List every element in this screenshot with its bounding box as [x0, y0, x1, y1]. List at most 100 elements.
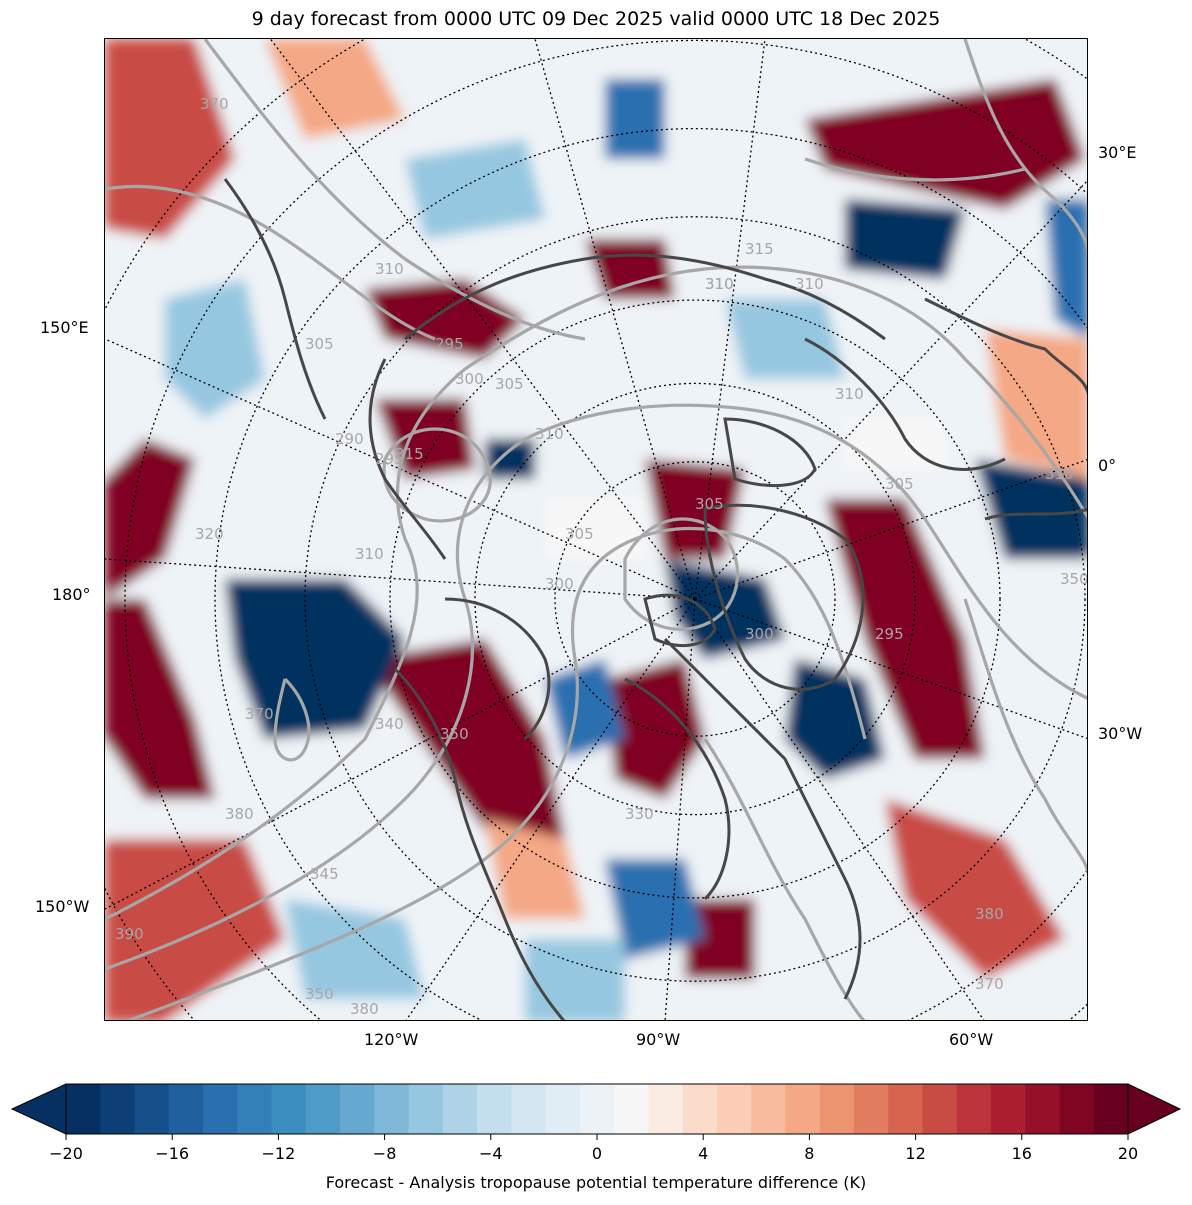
field-anomaly [605, 859, 705, 959]
latitude-circle [554, 461, 836, 737]
contour-label: 370 [200, 95, 229, 113]
colorbar-tick-label: −16 [155, 1144, 190, 1163]
coastlines [223, 178, 1087, 1020]
colorbar-segment [1025, 1084, 1061, 1134]
contour-label: 310 [795, 275, 824, 293]
graticule [105, 39, 1087, 1020]
coastline [393, 667, 566, 1020]
colorbar-segment [408, 1084, 444, 1134]
lon-label-60w: 60°W [949, 1030, 994, 1049]
theta-contour [623, 517, 740, 631]
contour-label: 290 [335, 430, 364, 448]
colorbar-segment [134, 1084, 170, 1134]
field-anomaly [985, 329, 1087, 479]
contour-label: 305 [495, 375, 524, 393]
lon-label-150e: 150°E [40, 318, 89, 337]
colorbar-segment [682, 1084, 718, 1134]
colorbar-segment [579, 1084, 615, 1134]
field-anomaly [685, 899, 755, 979]
colorbar-segment [545, 1084, 581, 1134]
field-anomaly [485, 439, 535, 479]
contour-label: 295 [435, 335, 464, 353]
contour-label: 320 [195, 525, 224, 543]
meridian-line [694, 39, 766, 600]
field-anomaly [845, 199, 965, 279]
colorbar-segment [922, 1084, 958, 1134]
meridian-line [105, 558, 696, 600]
colorbar-tick-label: 8 [804, 1144, 815, 1163]
theta-contour [273, 677, 311, 762]
contour-label: 310 [705, 275, 734, 293]
map-panel[interactable]: 370 310 315 310 310 305 295 290 295 300 305 315 310 3… [104, 38, 1088, 1021]
meridian-line [664, 598, 696, 1020]
coastline [804, 337, 1006, 471]
contour-label: 370 [975, 975, 1004, 993]
field-anomaly [165, 279, 265, 419]
contour-label: 305 [565, 525, 594, 543]
colorbar-segment [168, 1084, 204, 1134]
contour-label: 305 [695, 495, 724, 513]
colorbar-tick-label: −12 [261, 1144, 296, 1163]
field-anomaly [225, 579, 405, 739]
colorbar-segment [1093, 1084, 1129, 1134]
theta-contours [105, 39, 1087, 1020]
colorbar-segment [100, 1084, 136, 1134]
field-anomaly [375, 399, 475, 479]
meridian-line [694, 598, 985, 1020]
contour-label: 350 [305, 985, 334, 1003]
coastline [663, 637, 862, 1000]
colorbar-tick-label: 20 [1117, 1144, 1139, 1163]
coastline [444, 597, 551, 741]
theta-contour [105, 403, 1087, 971]
colorbar [10, 1083, 1182, 1140]
field-anomaly [405, 139, 545, 239]
meridian-line [534, 39, 696, 600]
contour-label: 350 [440, 725, 469, 743]
field-anomaly [1045, 199, 1087, 338]
contour-label: 380 [350, 1000, 379, 1018]
colorbar-tick-label: −4 [479, 1144, 503, 1163]
contour-label: 315 [745, 240, 774, 258]
colorbar-segment [66, 1084, 101, 1134]
colorbar-segment [648, 1084, 684, 1134]
colorbar-segment [819, 1084, 855, 1134]
chart-title: 9 day forecast from 0000 UTC 09 Dec 2025… [251, 8, 941, 30]
lon-label-30e: 30°E [1098, 143, 1137, 162]
difference-field [105, 39, 1087, 1020]
contour-label: 300 [455, 370, 484, 388]
contour-label: 310 [355, 545, 384, 563]
field-anomaly [105, 839, 285, 1020]
theta-contour [963, 39, 1087, 254]
contour-label: 310 [375, 260, 404, 278]
colorbar-segment [442, 1084, 478, 1134]
contour-label: 295 [875, 625, 904, 643]
contour-label: 300 [745, 625, 774, 643]
lon-label-90w: 90°W [636, 1030, 681, 1049]
field-anomaly [265, 39, 405, 139]
colorbar-segment [716, 1084, 752, 1134]
theta-contour [203, 39, 586, 341]
theta-contour [105, 265, 1087, 921]
contour-label: 330 [625, 805, 654, 823]
colorbar-segment [374, 1084, 410, 1134]
field-anomaly [485, 819, 585, 919]
contour-label: 315 [395, 445, 424, 463]
field-anomaly [285, 899, 425, 999]
colorbar-segment [203, 1084, 238, 1134]
coastline [643, 593, 717, 648]
field-anomaly [105, 439, 195, 599]
field-anomaly [825, 499, 985, 759]
colorbar-segment [614, 1084, 649, 1134]
contour-labels: 370 310 315 310 310 305 295 290 295 300 305 315 310 3… [115, 95, 1087, 1018]
lon-label-150w: 150°W [35, 897, 90, 916]
field-anomaly [105, 599, 215, 799]
theta-contour [125, 527, 867, 1020]
colorbar-segment [340, 1084, 375, 1134]
contour-label: 305 [305, 335, 334, 353]
colorbar-segment [477, 1084, 512, 1134]
contour-label: 310 [1045, 465, 1074, 483]
field-anomaly [725, 299, 845, 379]
colorbar-tick-label: 12 [905, 1144, 926, 1163]
lon-label-30w: 30°W [1098, 724, 1143, 743]
contour-label: 345 [310, 865, 339, 883]
